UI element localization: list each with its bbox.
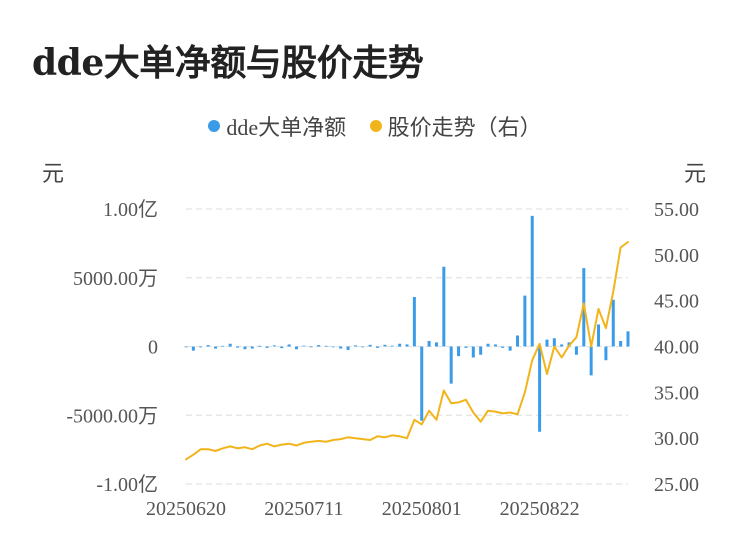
legend-label-dde: dde大单净额 [226, 115, 347, 140]
x-tick-label-3: 20250822 [500, 498, 580, 520]
dde-bar-25 [368, 344, 372, 347]
dde-bar-51 [560, 344, 564, 347]
dde-bar-26 [376, 346, 380, 348]
dde-bar-4 [213, 346, 217, 349]
dde-bar-1 [191, 346, 195, 351]
dde-bar-series [184, 215, 630, 432]
dde-bar-50 [552, 338, 556, 347]
x-axis-ticks: 20250620 20250711 20250801 20250822 [146, 498, 580, 520]
legend-swatch-price [369, 120, 382, 132]
dde-bar-59 [619, 341, 623, 347]
right-tick-label-6: 25.00 [654, 474, 699, 496]
dde-bar-33 [427, 341, 431, 347]
dde-bar-6 [228, 343, 232, 347]
dde-bar-43 [501, 346, 505, 348]
dde-bar-37 [457, 346, 461, 357]
dde-bar-60 [626, 331, 630, 347]
dde-bar-13 [280, 346, 284, 349]
dde-bar-45 [516, 335, 519, 347]
dde-bar-16 [302, 345, 306, 347]
right-tick-label-5: 30.00 [654, 428, 699, 450]
dde-bar-30 [405, 344, 409, 347]
dde-bar-11 [265, 346, 269, 348]
dde-bar-10 [258, 345, 262, 347]
chart-title: dde大单净额与股价走势 [32, 42, 424, 84]
dde-bar-46 [523, 295, 527, 347]
dde-bar-41 [486, 343, 490, 347]
dde-bar-21 [339, 346, 343, 349]
dde-bar-31 [412, 297, 416, 347]
dde-bar-12 [272, 345, 276, 347]
price-line [185, 241, 629, 461]
dde-bar-29 [398, 343, 402, 347]
left-axis-ticks: 1.00亿 5000.00万 0 -5000.00万 -1.00亿 [66, 198, 158, 496]
dde-bar-24 [361, 346, 365, 348]
dde-bar-22 [346, 346, 350, 350]
dde-bar-40 [479, 346, 483, 355]
dde-bar-49 [545, 339, 549, 347]
left-tick-label-0: 1.00亿 [103, 198, 158, 221]
dde-bar-57 [604, 346, 608, 361]
dde-bar-8 [243, 346, 247, 350]
dde-bar-36 [449, 346, 453, 384]
dde-bar-34 [434, 342, 438, 347]
dde-bar-2 [199, 346, 203, 348]
x-tick-label-1: 20250711 [264, 498, 343, 520]
dde-bar-7 [236, 346, 240, 348]
dde-bar-42 [493, 344, 497, 347]
left-axis-unit: 元 [42, 161, 65, 186]
dde-bar-35 [442, 266, 446, 347]
left-tick-label-4: -1.00亿 [96, 473, 158, 496]
dde-bar-5 [221, 345, 225, 347]
dde-bar-58 [611, 299, 615, 347]
x-tick-label-0: 20250620 [146, 498, 226, 520]
legend-item-dde[interactable]: dde大单净额 [208, 110, 346, 142]
right-axis-unit: 元 [684, 161, 707, 186]
dde-bar-28 [390, 345, 394, 347]
right-tick-label-2: 45.00 [654, 291, 699, 313]
dde-bar-55 [589, 346, 593, 376]
dde-bar-15 [295, 346, 298, 350]
chart-legend: dde大单净额 股价走势（右） [0, 110, 750, 142]
legend-item-price[interactable]: 股价走势（右） [369, 110, 542, 142]
dde-bar-27 [383, 344, 387, 347]
dde-bar-48 [538, 346, 542, 432]
dde-bar-56 [597, 324, 601, 347]
price-line-series [185, 241, 629, 461]
x-tick-label-2: 20250801 [382, 498, 462, 520]
dde-bar-53 [574, 346, 578, 355]
dde-bar-19 [324, 345, 328, 347]
dde-bar-3 [206, 345, 210, 347]
dde-bar-47 [530, 215, 534, 347]
dde-bar-9 [250, 346, 254, 349]
dde-bar-39 [471, 346, 475, 358]
dde-bar-44 [508, 346, 512, 351]
dde-bar-32 [420, 346, 424, 421]
legend-swatch-dde [208, 120, 221, 132]
dde-bar-38 [464, 346, 468, 348]
left-tick-label-1: 5000.00万 [73, 268, 158, 290]
left-tick-label-2: 0 [148, 337, 158, 359]
right-tick-label-4: 35.00 [654, 382, 699, 404]
dde-bar-23 [353, 345, 357, 347]
dde-bar-0 [184, 346, 188, 348]
dde-bar-18 [317, 345, 321, 347]
dde-bar-14 [287, 344, 291, 347]
legend-label-price: 股价走势（右） [387, 115, 542, 140]
right-tick-label-0: 55.00 [654, 199, 699, 221]
right-axis-ticks: 55.00 50.00 45.00 40.00 35.00 30.00 25.00 [654, 199, 699, 496]
left-tick-label-3: -5000.00万 [66, 405, 158, 427]
dde-bar-20 [331, 346, 335, 348]
right-tick-label-3: 40.00 [654, 337, 699, 359]
right-tick-label-1: 50.00 [654, 245, 699, 267]
dde-bar-17 [309, 346, 313, 348]
